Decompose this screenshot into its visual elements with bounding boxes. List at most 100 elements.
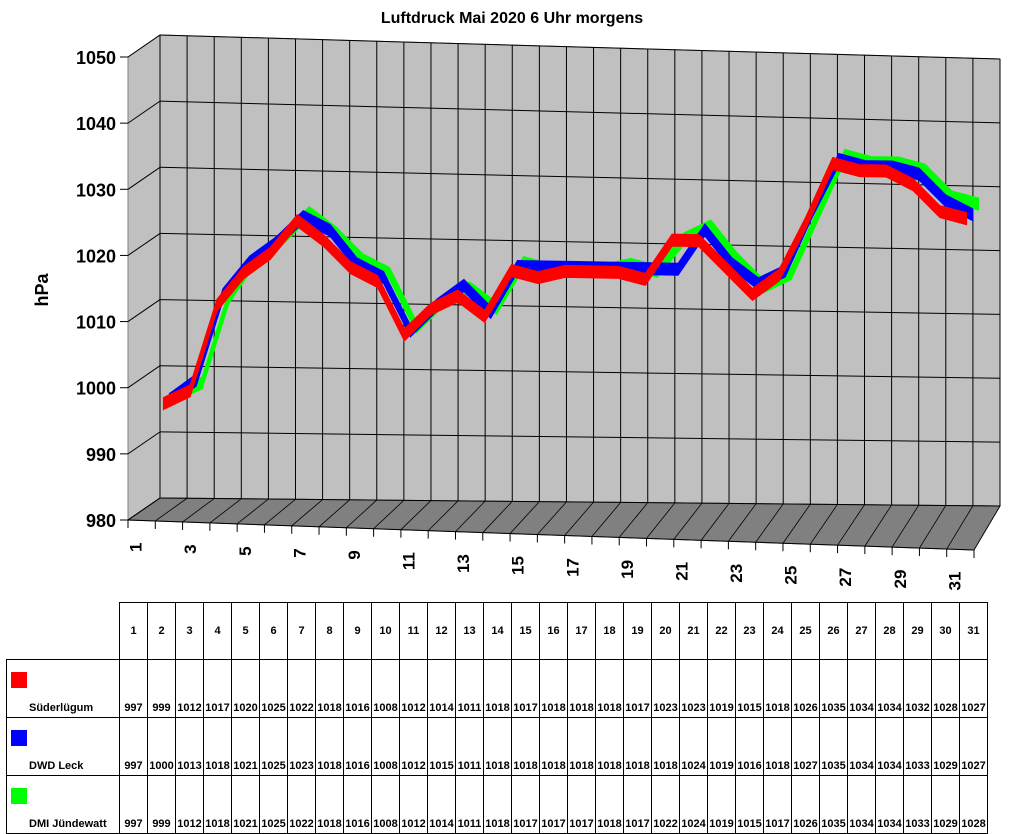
svg-text:1050: 1050 [76, 48, 116, 68]
table-cell: 1018 [315, 775, 344, 834]
svg-text:1010: 1010 [76, 313, 116, 333]
table-cell: 1017 [623, 775, 652, 834]
column-header: 12 [427, 602, 456, 660]
column-header: 16 [539, 602, 568, 660]
data-table: 1 2 3 4 5 6 7 8 9 10 11 12 13 14 15 16 17 18 19 20 21 22 23 24 2… [6, 602, 988, 834]
table-cell: 1034 [847, 717, 876, 776]
legend-swatch-icon [11, 730, 27, 746]
column-header: 11 [399, 602, 428, 660]
svg-text:980: 980 [86, 511, 116, 531]
table-cell: 1019 [707, 659, 736, 718]
table-cell: 1024 [679, 717, 708, 776]
table-cell: 1034 [875, 659, 904, 718]
table-cell: 1020 [231, 659, 260, 718]
column-header: 23 [735, 602, 764, 660]
svg-text:1: 1 [127, 542, 146, 551]
table-cell: 1035 [819, 659, 848, 718]
table-corner [7, 603, 120, 660]
column-header: 27 [847, 602, 876, 660]
table-cell: 1018 [651, 717, 680, 776]
table-cell: 1026 [791, 659, 820, 718]
svg-text:29: 29 [891, 570, 910, 589]
table-cell: 1011 [455, 775, 484, 834]
series-ribbon [168, 152, 974, 407]
svg-text:1020: 1020 [76, 246, 116, 266]
legend-swatch-icon [11, 788, 27, 804]
table-cell: 1021 [231, 717, 260, 776]
table-row: Süderlügum 997 999 1012 1017 1020 1025 1022 1018… [6, 659, 988, 718]
table-cell: 1018 [623, 717, 652, 776]
table-cell: 1012 [175, 659, 204, 718]
table-cell: 1013 [175, 717, 204, 776]
table-cell: 1027 [959, 659, 988, 718]
svg-text:3: 3 [181, 544, 200, 553]
legend-entry: DMI Jündewatt [6, 775, 120, 834]
series-ribbon [162, 156, 968, 411]
column-header: 8 [315, 602, 344, 660]
svg-text:7: 7 [290, 548, 309, 557]
table-cell: 1018 [763, 717, 792, 776]
table-cell: 1017 [623, 659, 652, 718]
column-header: 18 [595, 602, 624, 660]
svg-text:17: 17 [563, 558, 582, 577]
legend-label: DWD Leck [29, 760, 84, 772]
table-cell: 1019 [707, 775, 736, 834]
table-cell: 1023 [679, 659, 708, 718]
svg-text:27: 27 [836, 568, 855, 587]
table-cell: 1023 [287, 717, 316, 776]
table-cell: 1015 [427, 717, 456, 776]
svg-text:5: 5 [236, 546, 255, 555]
table-cell: 1018 [203, 717, 232, 776]
svg-text:25: 25 [782, 566, 801, 585]
table-cell: 1022 [287, 775, 316, 834]
table-cell: 1028 [931, 659, 960, 718]
column-header: 3 [175, 602, 204, 660]
table-cell: 1016 [343, 659, 372, 718]
table-cell: 1014 [427, 775, 456, 834]
svg-text:23: 23 [727, 564, 746, 583]
column-header: 30 [931, 602, 960, 660]
column-header: 21 [679, 602, 708, 660]
table-cell: 1029 [931, 775, 960, 834]
table-cell: 1029 [931, 717, 960, 776]
table-cell: 1033 [903, 717, 932, 776]
table-cell: 999 [147, 659, 176, 718]
table-cell: 1017 [511, 659, 540, 718]
svg-text:hPa: hPa [32, 273, 52, 307]
table-cell: 1034 [847, 775, 876, 834]
table-cell: 1017 [511, 775, 540, 834]
table-cell: 1018 [539, 659, 568, 718]
table-cell: 997 [119, 717, 148, 776]
table-cell: 1012 [399, 659, 428, 718]
table-cell: 1000 [147, 717, 176, 776]
table-cell: 1008 [371, 717, 400, 776]
table-cell: 997 [119, 659, 148, 718]
table-cell: 1018 [595, 717, 624, 776]
table-cell: 1011 [455, 717, 484, 776]
table-cell: 1018 [315, 717, 344, 776]
table-cell: 1016 [735, 717, 764, 776]
table-cell: 1034 [875, 775, 904, 834]
table-cell: 1035 [819, 775, 848, 834]
table-cell: 1022 [651, 775, 680, 834]
legend-label: DMI Jündewatt [29, 818, 107, 830]
table-cell: 1027 [959, 717, 988, 776]
table-cell: 1016 [343, 775, 372, 834]
column-header: 14 [483, 602, 512, 660]
column-header: 19 [623, 602, 652, 660]
table-cell: 1019 [707, 717, 736, 776]
svg-text:11: 11 [400, 552, 419, 570]
table-cell: 1027 [791, 717, 820, 776]
table-cell: 1014 [427, 659, 456, 718]
table-row: DMI Jündewatt 997 999 1012 1018 1021 1025 1022 1… [6, 775, 988, 834]
svg-text:15: 15 [509, 556, 528, 575]
table-cell: 1033 [903, 775, 932, 834]
table-cell: 1035 [819, 717, 848, 776]
table-cell: 1012 [399, 775, 428, 834]
column-header: 5 [231, 602, 260, 660]
column-header: 31 [959, 602, 988, 660]
svg-text:9: 9 [345, 550, 364, 559]
table-cell: 1017 [567, 775, 596, 834]
svg-text:13: 13 [454, 554, 473, 573]
table-cell: 1018 [567, 717, 596, 776]
